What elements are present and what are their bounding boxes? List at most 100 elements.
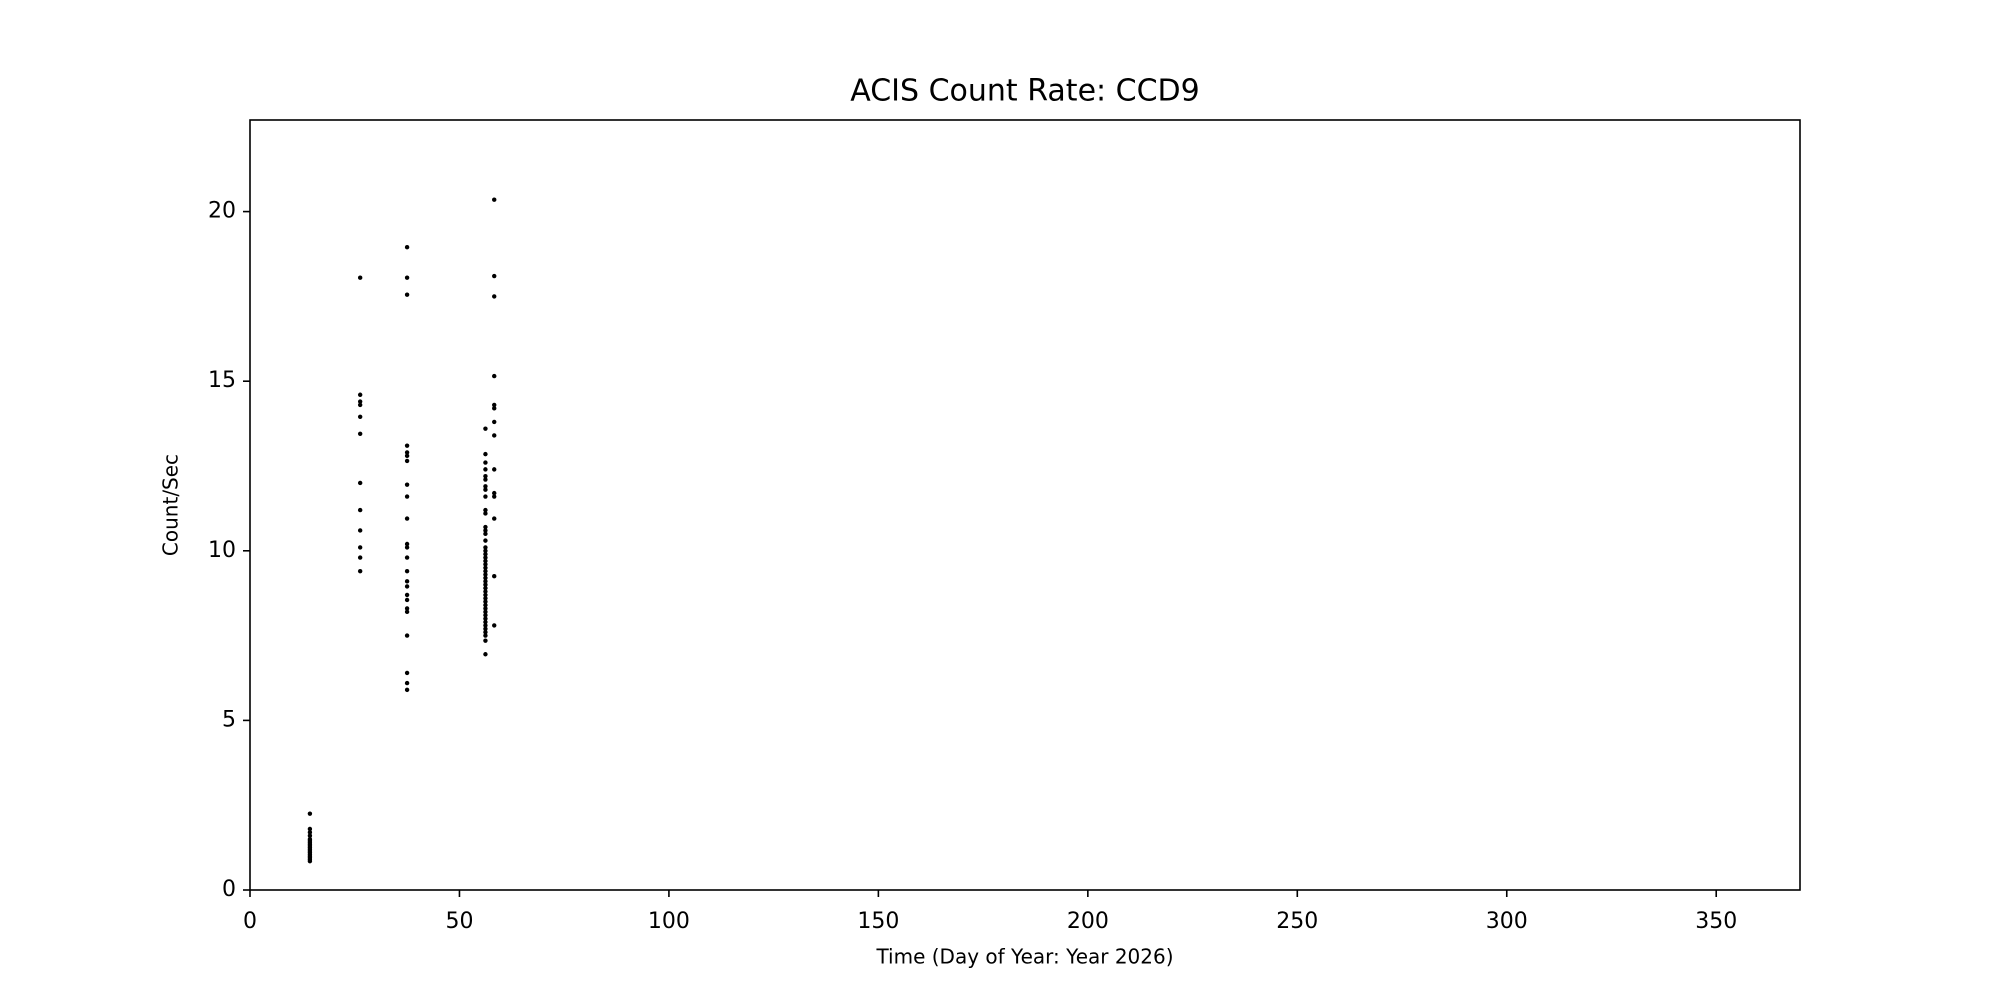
data-point (492, 373, 497, 379)
y-tick-label: 20 (208, 199, 236, 224)
data-point (404, 568, 410, 574)
x-tick-label: 0 (243, 909, 257, 934)
x-tick-label: 100 (648, 909, 690, 934)
data-point (483, 477, 488, 482)
data-point (492, 574, 497, 579)
data-point (404, 292, 410, 297)
data-point (492, 467, 497, 472)
data-point (404, 687, 410, 693)
y-tick-label: 10 (208, 538, 236, 563)
data-point (483, 451, 488, 457)
data-point (483, 613, 488, 618)
data-point (357, 568, 363, 574)
data-point (492, 294, 497, 299)
x-axis-label: Time (Day of Year: Year 2026) (875, 945, 1173, 969)
data-point (404, 453, 410, 459)
data-point (404, 633, 410, 638)
y-tick-label: 0 (222, 877, 236, 902)
data-point (483, 633, 488, 638)
data-point (483, 623, 488, 628)
data-point (483, 460, 488, 465)
data-point (404, 245, 410, 250)
data-point (492, 406, 497, 411)
data-point (483, 606, 488, 611)
data-point (404, 450, 410, 455)
data-point (492, 623, 497, 628)
data-point (492, 273, 497, 279)
data-point (483, 551, 488, 557)
data-point (483, 602, 488, 608)
data-point (483, 562, 488, 567)
data-point (404, 541, 410, 547)
data-point (357, 507, 363, 513)
data-point (483, 582, 488, 587)
plot-frame (249, 119, 1801, 891)
data-point (404, 545, 410, 550)
x-tick-label: 350 (1695, 909, 1737, 934)
data-point (483, 511, 488, 516)
data-point (357, 275, 363, 280)
data-point (483, 545, 488, 550)
data-point (483, 579, 488, 584)
data-point (483, 616, 488, 621)
data-point (492, 494, 497, 499)
data-point (483, 548, 488, 553)
data-point (404, 482, 410, 487)
data-point (492, 433, 497, 438)
data-point (404, 275, 410, 280)
data-point (357, 414, 363, 420)
x-tick-label: 300 (1486, 909, 1528, 934)
data-point (492, 197, 497, 202)
y-axis-label: Count/Sec (159, 454, 183, 556)
data-point (483, 630, 488, 635)
data-point (483, 599, 488, 604)
data-point (483, 538, 488, 543)
data-point (404, 584, 410, 589)
data-point (357, 431, 363, 436)
chart-title: ACIS Count Rate: CCD9 (850, 74, 1200, 109)
data-point (483, 426, 488, 431)
data-point (357, 480, 363, 486)
data-point (307, 811, 313, 816)
data-point (357, 402, 363, 408)
data-point (307, 833, 313, 838)
data-point (307, 830, 313, 835)
data-point (492, 419, 497, 425)
data-point (483, 565, 488, 570)
data-point (404, 592, 410, 598)
data-point (483, 555, 488, 560)
data-point (357, 545, 363, 550)
data-point (483, 589, 488, 594)
data-point (404, 555, 410, 560)
data-point (483, 652, 488, 657)
data-point (307, 826, 313, 832)
data-point (492, 402, 497, 408)
data-point (404, 443, 410, 448)
data-point (357, 555, 363, 560)
data-point (483, 626, 488, 632)
data-point (483, 524, 488, 530)
data-point (307, 858, 313, 864)
x-tick-label: 50 (445, 909, 473, 934)
y-tick-label: 5 (222, 707, 236, 732)
data-point (483, 568, 488, 574)
data-point (483, 619, 488, 625)
data-point (483, 592, 488, 598)
data-point (404, 579, 410, 584)
data-point (404, 494, 410, 499)
x-tick-label: 150 (857, 909, 899, 934)
data-point (483, 531, 488, 537)
data-point (404, 680, 410, 686)
data-point (404, 458, 410, 464)
data-point (483, 494, 488, 499)
data-point (357, 528, 363, 533)
data-point (404, 670, 410, 676)
data-point (357, 399, 363, 404)
data-point (483, 585, 488, 591)
x-tick-label: 200 (1067, 909, 1109, 934)
y-tick-label: 15 (208, 368, 236, 393)
data-point (483, 507, 488, 513)
data-point (483, 575, 488, 581)
data-point (483, 467, 488, 472)
